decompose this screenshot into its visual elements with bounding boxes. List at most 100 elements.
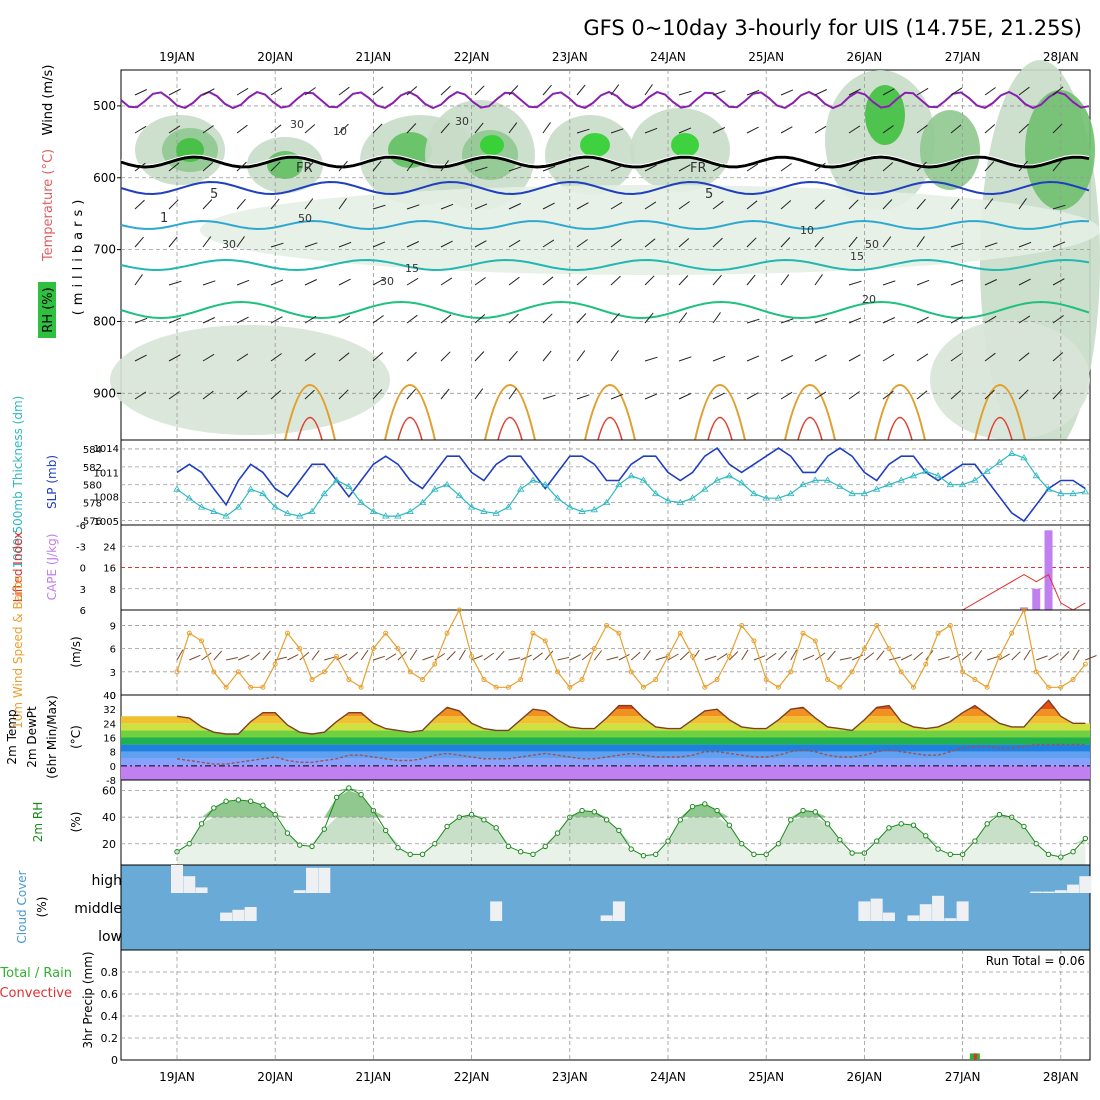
wind10-point	[849, 669, 855, 675]
wind-barb	[610, 238, 622, 248]
wind-barb	[168, 317, 182, 324]
bottom-date-label: 20JAN	[257, 1070, 293, 1084]
wind-barb	[440, 351, 451, 362]
wind10-point	[432, 661, 438, 667]
wind-barb	[712, 127, 726, 134]
wind-barb	[474, 277, 486, 286]
wind10-point	[1046, 684, 1052, 690]
cloud-bar-middle	[600, 915, 613, 921]
wind-barb	[304, 124, 316, 134]
wind-barb	[270, 390, 282, 400]
wind10-barb	[606, 656, 619, 661]
thickness-point	[652, 489, 660, 497]
wind-barb	[270, 161, 281, 172]
wind-barb	[270, 353, 282, 362]
cape-axis-label: CAPE (J/kg)	[45, 534, 59, 601]
thickness-point	[737, 479, 746, 486]
wind10-barb	[495, 650, 505, 661]
wind10-point	[640, 684, 646, 690]
wind-barb	[848, 162, 860, 172]
freezing-level-inner	[120, 154, 1090, 166]
wind-barb	[712, 163, 725, 172]
contour-label: 30	[290, 118, 304, 131]
wind10-barb	[544, 650, 554, 661]
wind-barb	[1052, 241, 1066, 248]
thickness-point	[210, 507, 218, 514]
wind10-point	[996, 653, 1002, 659]
wind-barb	[950, 198, 960, 210]
thickness-point	[504, 503, 513, 510]
rh2m-tick: 60	[102, 785, 116, 798]
precip-tick: 0.8	[101, 966, 119, 979]
thickness-point	[1032, 472, 1040, 479]
upper-grid	[121, 70, 1090, 440]
wind-barb	[304, 242, 318, 248]
thickness-point	[418, 498, 427, 506]
wind-barb	[202, 199, 213, 210]
wind-barb	[542, 202, 555, 210]
temp-band	[121, 737, 1090, 745]
slp-axis-label: SLP (mb)	[45, 455, 59, 509]
warm-contour-red	[797, 417, 823, 441]
contour-label: 20	[862, 293, 876, 306]
wind10-barb	[557, 656, 570, 661]
rh-legend-swatch	[38, 282, 56, 338]
thickness-point	[983, 467, 991, 474]
wind-barb	[882, 162, 894, 172]
thickness-point	[185, 494, 193, 501]
cloud-panel: high middle low Cloud Cover (%)	[15, 864, 1092, 951]
warm-contour-red	[707, 417, 733, 441]
wind-barb	[746, 163, 759, 172]
thickness-point	[750, 489, 758, 497]
rh2m-point	[800, 807, 806, 814]
isotherm-5	[120, 180, 1090, 196]
cloud-bar-high	[1067, 884, 1080, 893]
rh2m-point	[788, 817, 794, 823]
wind-barb	[168, 236, 178, 248]
wind-barb	[712, 237, 723, 248]
wind10-point	[911, 684, 916, 690]
wind10-barb	[1011, 651, 1021, 661]
top-date-axis: 19JAN 20JAN 21JAN 22JAN 23JAN 24JAN 25JAN 26JAN…	[159, 50, 1079, 64]
thickness-point	[369, 507, 378, 514]
wind10-barb	[360, 649, 369, 661]
wind-barb	[406, 123, 417, 134]
thickness-point	[860, 489, 869, 497]
wind-barb	[474, 314, 486, 324]
warm-contour-orange	[694, 384, 746, 441]
wind10-point	[923, 661, 929, 667]
dewpt-axis-label: 2m DewPt	[25, 706, 39, 768]
wind10-point	[518, 677, 524, 683]
wind-barb	[168, 162, 180, 172]
wind-barb	[746, 274, 756, 286]
wind10-point	[199, 638, 205, 644]
rh2m-point	[382, 827, 389, 834]
upper-air-panel: FR FR 5 5 10 15 15 20 30 30 50 10 30 1 30 50 500 600 700 8…	[38, 60, 1100, 460]
wind-barb	[1018, 389, 1029, 400]
li-tick: 0	[80, 564, 86, 575]
top-date-label: 22JAN	[454, 50, 490, 64]
wind-barb	[508, 166, 522, 172]
wind-barb	[372, 389, 383, 400]
rh2m-point	[493, 825, 499, 831]
wind-barb	[916, 87, 929, 96]
cloud-bar-middle	[612, 901, 625, 921]
run-total-label: Run Total = 0.06	[986, 954, 1085, 968]
thickness-tick: 578	[83, 499, 102, 510]
thickness-point	[811, 476, 820, 483]
rh2m-tick-labels: 60 40 20	[102, 785, 116, 851]
slp-thickness-panel: 584 582 580 578 576 1014 1011 1008 1005 1000-500…	[11, 396, 1091, 568]
thickness-point	[1044, 485, 1053, 492]
wind-barb	[576, 239, 588, 248]
wind-barb	[1018, 160, 1028, 172]
rh2m-point	[849, 850, 855, 856]
cloud-bar-middle	[932, 895, 945, 921]
wind10-barb	[189, 654, 201, 661]
cape-li-panel: -6 -3 0 3 6 24 16 8 Lifted Index CAPE (J/kg)	[11, 521, 1091, 617]
wind10-barb	[508, 657, 521, 661]
slp-grid	[121, 440, 1090, 525]
thickness-point	[676, 498, 684, 506]
wind-barb	[508, 239, 521, 248]
thickness-point	[590, 506, 599, 513]
wind-barb	[644, 164, 657, 172]
